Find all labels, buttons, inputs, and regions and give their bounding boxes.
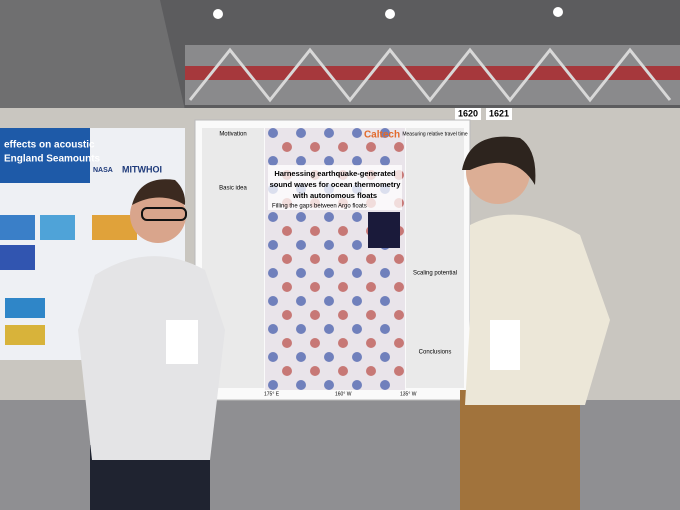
figure: [92, 215, 137, 240]
poster-title: Harnessing earthquake-generated: [274, 169, 396, 178]
poster-title: effects on acoustic: [4, 140, 95, 151]
poster-subtitle: Filling the gaps between Argo floats: [272, 204, 367, 210]
section-heading: Scaling potential: [413, 271, 457, 277]
logo: NASA: [93, 167, 113, 174]
poster-title: England Seamounts: [4, 154, 101, 165]
person-right: [460, 136, 610, 510]
person-left: [78, 179, 225, 510]
poster-title: with autonomous floats: [292, 191, 377, 200]
figure: [0, 215, 35, 240]
map-label: 160° W: [335, 391, 352, 397]
truss-bars: [188, 47, 672, 103]
section-heading: Measuring relative travel time: [402, 131, 468, 137]
light: [385, 9, 395, 19]
figure: [5, 298, 45, 318]
map-label: 135° W: [400, 391, 417, 397]
figure: [0, 245, 35, 270]
red-beam: [185, 66, 680, 80]
section-heading: Motivation: [219, 132, 246, 138]
logo: Caltech: [364, 130, 400, 141]
wall-left: [0, 0, 185, 110]
booth-card: [486, 108, 512, 120]
section-heading: Basic idea: [219, 186, 247, 192]
booth-number: 1621: [489, 108, 509, 118]
poster-header: [0, 128, 90, 183]
section-heading: Conclusions: [419, 350, 452, 356]
booth-card: [455, 108, 481, 120]
right-column: [406, 128, 464, 388]
figure: [40, 215, 75, 240]
light: [553, 7, 563, 17]
map-label: 175° E: [264, 391, 280, 397]
figure: [5, 325, 45, 345]
logo: MITWHOI: [122, 164, 162, 174]
float-image: [368, 212, 400, 248]
booth-number: 1620: [458, 108, 478, 118]
title-box: [268, 165, 402, 210]
light: [213, 9, 223, 19]
poster-title: sound waves for ocean thermometry: [270, 180, 402, 189]
